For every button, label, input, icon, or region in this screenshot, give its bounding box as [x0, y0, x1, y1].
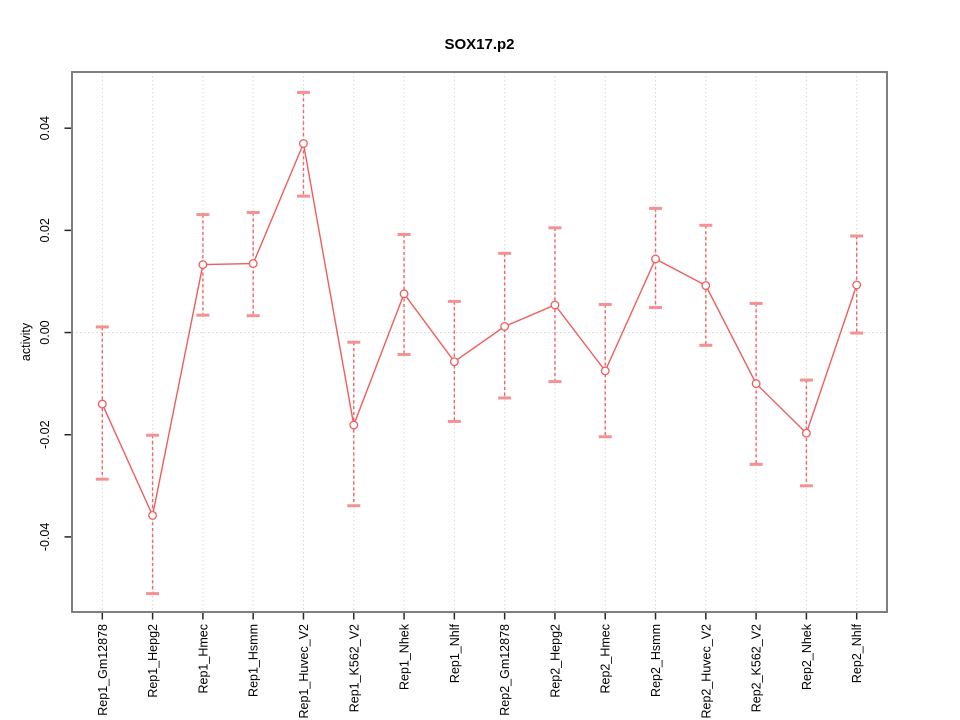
x-tick-label: Rep2_Hsmm: [649, 624, 663, 697]
data-point: [148, 510, 158, 520]
data-point: [97, 399, 107, 409]
data-point: [449, 357, 459, 367]
x-tick-label: Rep2_Gm12878: [498, 624, 512, 716]
data-point: [299, 139, 308, 148]
y-axis-label: activity: [19, 322, 33, 361]
data-point: [399, 289, 409, 299]
x-tick-label: Rep2_Huvec_V2: [699, 624, 713, 719]
chart-title: SOX17.p2: [444, 36, 514, 53]
x-tick-label: Rep2_Nhek: [800, 623, 814, 690]
data-point: [701, 281, 711, 290]
data-point: [349, 420, 359, 430]
x-tick-label: Rep1_K562_V2: [347, 624, 361, 712]
data-point: [198, 260, 208, 270]
data-point: [852, 280, 862, 290]
x-tick-label: Rep1_Huvec_V2: [297, 624, 311, 719]
x-tick-label: Rep2_Hmec: [599, 624, 613, 693]
x-tick-label: Rep2_K562_V2: [750, 624, 764, 712]
plot-frame: [71, 71, 888, 613]
x-tick-label: Rep1_Hepg2: [146, 624, 160, 698]
data-point: [248, 259, 258, 269]
x-tick-label: Rep2_Nhlf: [850, 623, 864, 683]
x-tick-label: Rep1_Nhlf: [448, 623, 462, 683]
y-tick-label: -0.04: [38, 523, 52, 552]
x-tick-label: Rep1_Gm12878: [96, 624, 110, 716]
y-tick-label: -0.02: [38, 420, 52, 449]
data-point: [751, 379, 761, 389]
data-point: [801, 428, 811, 438]
x-tick-label: Rep1_Nhek: [398, 623, 412, 690]
data-point: [600, 366, 610, 376]
data-point: [500, 321, 510, 331]
y-tick-label: 0.00: [38, 320, 52, 344]
data-point: [550, 300, 560, 310]
series-line: [101, 141, 858, 518]
y-tick-label: 0.04: [38, 116, 52, 140]
data-point: [651, 254, 660, 264]
y-tick-label: 0.02: [38, 218, 52, 242]
x-tick-label: Rep1_Hmec: [196, 624, 210, 693]
x-tick-label: Rep1_Hsmm: [247, 624, 261, 697]
x-tick-label: Rep2_Hepg2: [548, 624, 562, 698]
